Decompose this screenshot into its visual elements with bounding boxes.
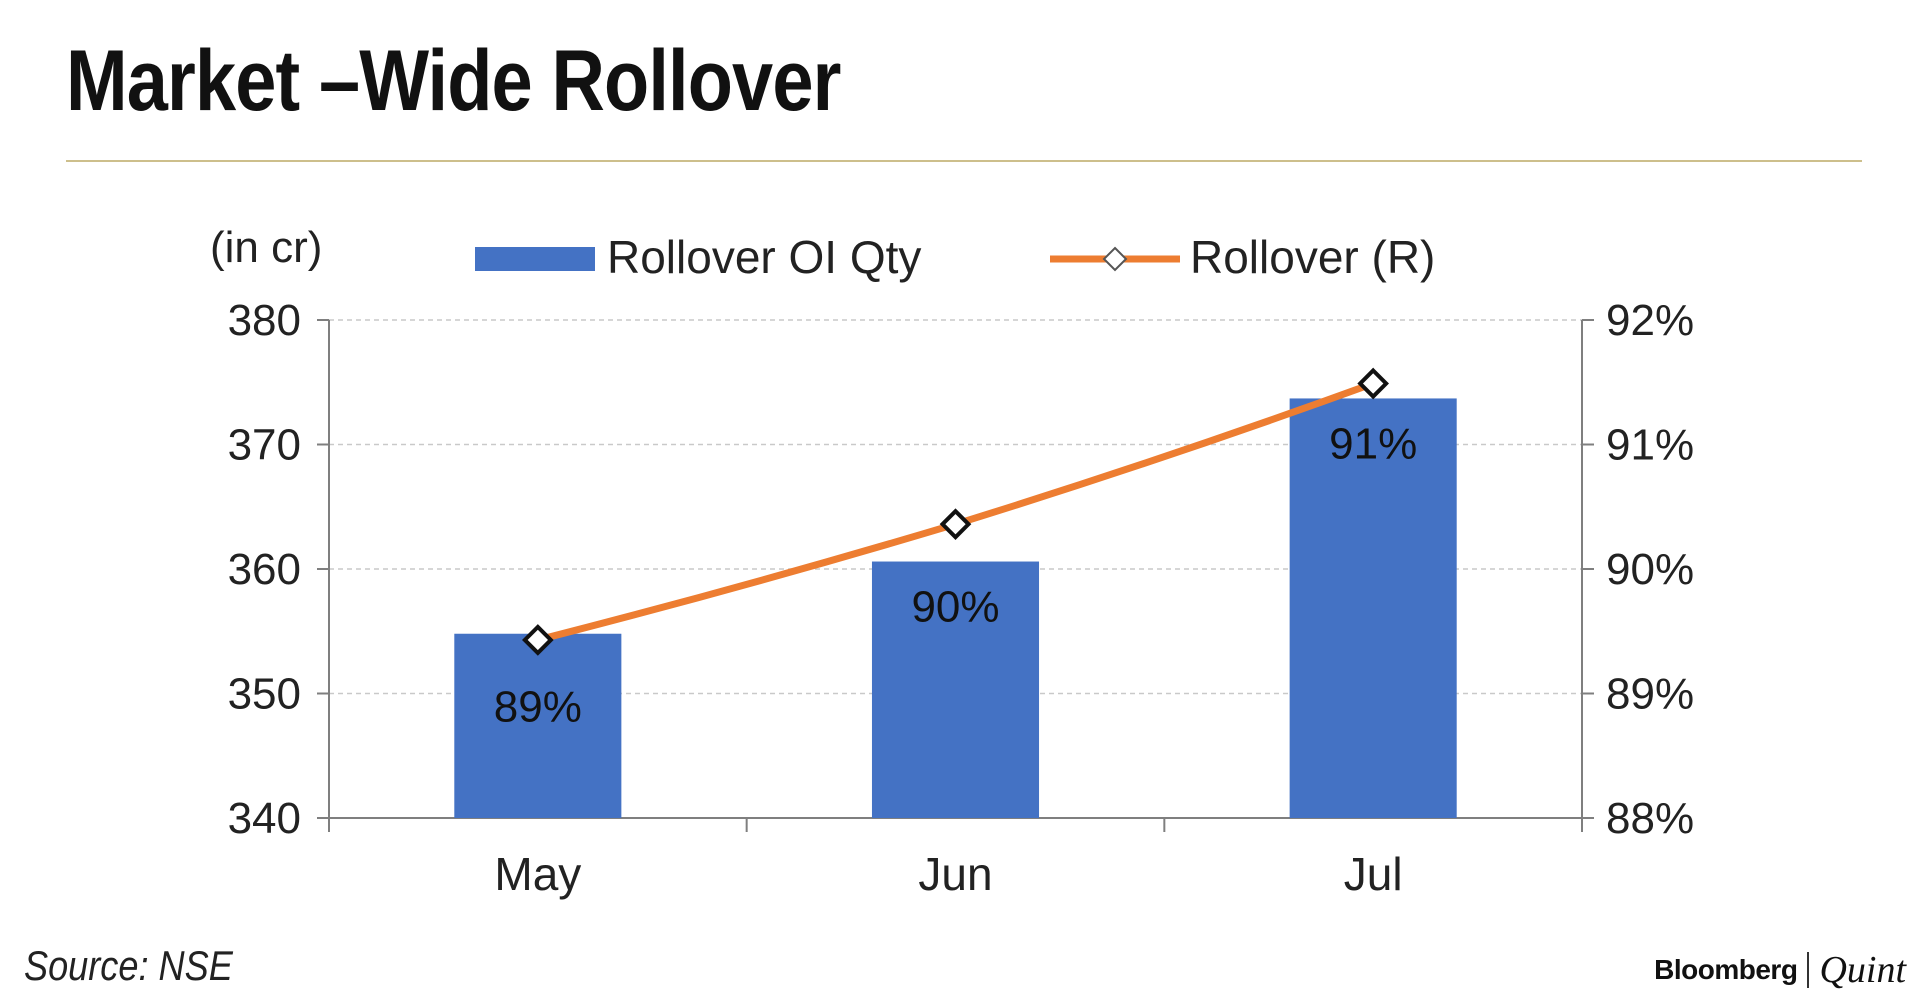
brand-logo: Bloomberg Quint	[1654, 948, 1906, 992]
x-tick-label: Jun	[918, 848, 992, 900]
line-marker-may	[522, 624, 554, 656]
y2-tick-label: 90%	[1606, 545, 1694, 594]
brand-bloomberg: Bloomberg	[1654, 954, 1798, 985]
y2-tick-label: 91%	[1606, 421, 1694, 470]
line-marker-jun	[939, 508, 972, 541]
brand-separator	[1807, 952, 1810, 988]
legend-label-bar: Rollover OI Qty	[607, 231, 921, 283]
bar-jul	[1289, 398, 1457, 818]
y-tick-label: 370	[228, 421, 301, 470]
legend-swatch-marker	[1102, 246, 1128, 272]
bar-data-label: 89%	[494, 683, 582, 732]
y-axis-unit-label: (in cr)	[210, 223, 322, 272]
title-divider	[66, 160, 1862, 162]
x-tick-label: May	[494, 848, 581, 900]
bar-may	[454, 633, 622, 818]
legend-label-line: Rollover (R)	[1190, 231, 1435, 283]
y2-tick-label: 88%	[1606, 794, 1694, 843]
y-tick-label: 380	[228, 296, 301, 345]
brand-quint: Quint	[1819, 949, 1906, 991]
source-note: Source: NSE	[24, 942, 233, 989]
y2-tick-label: 92%	[1606, 296, 1694, 345]
y-tick-label: 360	[228, 545, 301, 594]
x-tick-label: Jul	[1344, 848, 1403, 900]
legend-swatch-bar	[475, 247, 595, 271]
line-marker-jul	[1357, 367, 1389, 400]
y-tick-label: 340	[228, 794, 301, 843]
bar-jun	[871, 561, 1040, 818]
bar-data-label: 90%	[911, 583, 999, 632]
page-title: Market –Wide Rollover	[66, 33, 841, 129]
y-tick-label: 350	[228, 670, 301, 719]
bar-data-label: 91%	[1329, 419, 1417, 468]
y2-tick-label: 89%	[1606, 670, 1694, 719]
